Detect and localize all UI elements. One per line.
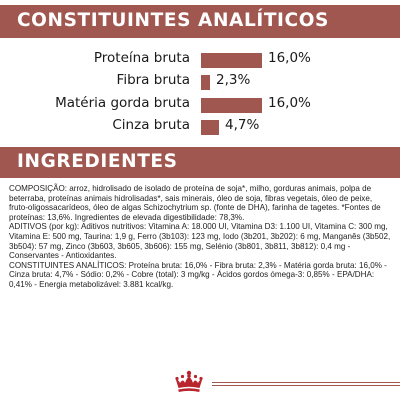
nutrient-label: Matéria gorda bruta xyxy=(55,95,190,111)
nutrient-value: 4,7% xyxy=(225,117,260,133)
nutrient-bar xyxy=(201,53,262,68)
nutrient-label: Cinza bruta xyxy=(112,117,190,133)
nutrient-bar xyxy=(201,75,210,90)
nutrient-label: Fibra bruta xyxy=(116,72,190,88)
ingredients-title: INGREDIENTES xyxy=(17,151,178,172)
nutrient-bar xyxy=(201,98,262,113)
nutrient-label: Proteína bruta xyxy=(93,50,190,66)
additives-text: ADITIVOS (por kg): Aditivos nutritivos: … xyxy=(9,222,391,261)
analytical-title: CONSTITUINTES ANALÍTICOS xyxy=(17,10,329,31)
nutrient-value: 16,0% xyxy=(268,95,311,111)
nutrient-value: 16,0% xyxy=(268,50,311,66)
ingredients-header: INGREDIENTES xyxy=(0,147,400,178)
ingredients-text: COMPOSIÇÃO: arroz, hidrolisado de isolad… xyxy=(9,184,393,290)
footer-line xyxy=(212,382,400,383)
composition-text: COMPOSIÇÃO: arroz, hidrolisado de isolad… xyxy=(9,184,381,222)
analytical-constituents-text: CONSTITUINTES ANALÍTICOS: Proteína bruta… xyxy=(9,260,387,289)
analytical-header: CONSTITUINTES ANALÍTICOS xyxy=(0,5,400,38)
crown-icon xyxy=(175,370,203,392)
footer-line xyxy=(212,385,400,386)
nutrient-bar xyxy=(201,120,219,135)
nutrient-list: Proteína bruta 16,0% Fibra bruta 2,3% Ma… xyxy=(0,46,400,142)
nutrient-value: 2,3% xyxy=(216,72,251,88)
crown-logo xyxy=(175,370,203,392)
